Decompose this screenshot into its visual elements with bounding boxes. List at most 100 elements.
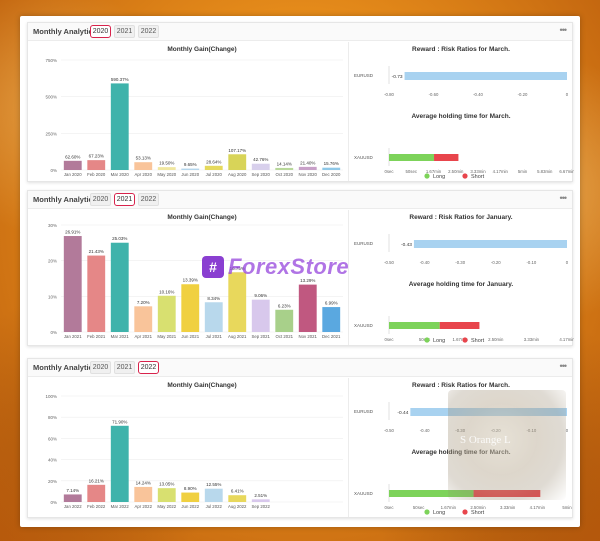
rr-value-label: -0.44 [397,410,408,416]
hold-tick-label: 5min [562,505,572,510]
tab-2020[interactable]: 2020 [90,25,111,38]
bar [275,309,294,332]
x-tick-label: Feb 2021 [87,334,106,339]
forexstore-watermark: # ForexStore [202,254,349,280]
bar [228,495,247,502]
tab-2020[interactable]: 2020 [90,361,111,374]
rr-title: Reward : Risk Ratios for January. [409,214,512,221]
tab-2022[interactable]: 2022 [138,25,159,38]
data-label: 14.24% [136,480,151,485]
orange-watermark: S Orange L [448,390,566,500]
monthly-analytics-panel-2021: Monthly Analytics 2020 2021 2022 ••• Mon… [27,190,574,346]
rr-bar [413,240,567,248]
tab-2021[interactable]: 2021 [114,193,135,206]
legend-long-label: Long [433,174,445,180]
panel-menu-icon[interactable]: ••• [559,361,568,371]
hold-tick-label: 4.17min [493,169,509,174]
bar [134,486,153,502]
bar [181,284,200,332]
data-label: 9.65% [184,162,197,167]
chart-title: Monthly Gain(Change) [167,214,236,221]
rr-tick-label: -0.60 [429,92,439,97]
data-label: 9.06% [254,293,267,298]
y-tick-label: 750% [45,58,57,63]
bar [134,162,153,170]
hold-tick-label: 3.33min [500,505,516,510]
bar [110,425,129,502]
bar [110,83,129,170]
data-label: 16.75% [230,266,245,271]
data-label: 28.64% [206,159,221,164]
panel-menu-icon[interactable]: ••• [559,193,568,203]
legend-short-label: Short [471,174,485,180]
bar [204,302,223,332]
y-tick-label: 20% [48,259,57,264]
rr-symbol-label: EURUSD [354,73,374,78]
x-tick-label: Jul 2022 [206,504,223,509]
tab-2022[interactable]: 2022 [138,193,159,206]
legend-long-label: Long [433,510,445,516]
hold-tick-label: 3.33min [524,337,540,342]
rr-value-label: -0.43 [401,242,412,248]
data-label: 10.16% [159,289,174,294]
rr-tick-label: -0.50 [384,260,394,265]
chart-title: Monthly Gain(Change) [167,382,236,389]
data-label: 21.40% [300,160,315,165]
data-label: 8.34% [207,296,220,301]
hold-tick-label: 3.33min [470,169,486,174]
year-tabs: 2020 2021 2022 [90,25,159,38]
rr-tick-label: -0.10 [527,260,537,265]
bar [63,494,82,502]
x-tick-label: Oct 2021 [276,334,294,339]
legend-short-marker [462,509,468,515]
panel-header: Monthly Analytics 2020 2021 2022 ••• [28,359,572,377]
bar [181,492,200,502]
data-label: 21.43% [89,249,104,254]
tab-2022[interactable]: 2022 [138,361,159,374]
rr-tick-label: -0.40 [420,428,430,433]
hold-short-bar [434,154,459,161]
data-label: 26.91% [65,230,80,235]
x-tick-label: May 2020 [157,172,176,177]
bar [63,236,82,332]
tab-2020[interactable]: 2020 [90,193,111,206]
tab-2021[interactable]: 2021 [114,25,135,38]
data-label: 12.55% [206,482,221,487]
x-tick-label: Mar 2021 [111,334,130,339]
bar [87,484,106,502]
data-label: 16.21% [89,478,104,483]
year-tabs: 2020 2021 2022 [90,193,159,206]
x-tick-label: Jul 2020 [206,172,223,177]
rr-tick-label: -0.30 [455,260,465,265]
tab-2021[interactable]: 2021 [114,361,135,374]
hold-tick-label: 50sec [413,505,425,510]
bar [181,168,200,170]
panel-menu-icon[interactable]: ••• [559,25,568,35]
chart-title: Monthly Gain(Change) [167,46,236,53]
bar [228,154,247,170]
panel-title: Monthly Analytics [33,363,97,372]
x-tick-label: Jun 2021 [181,334,199,339]
x-tick-label: May 2021 [157,334,176,339]
data-label: 13.05% [159,482,174,487]
x-tick-label: Apr 2022 [135,504,153,509]
bar [298,284,317,332]
y-tick-label: 60% [48,436,57,441]
x-tick-label: Jun 2020 [181,172,199,177]
hold-tick-label: 50sec [406,169,418,174]
panel-header: Monthly Analytics 2020 2021 2022 ••• [28,191,572,209]
x-tick-label: Sep 2022 [252,504,271,509]
rr-symbol-label: EURUSD [354,241,374,246]
legend-long-marker [424,509,430,515]
x-tick-label: Mar 2022 [111,504,130,509]
rr-tick-label: -0.50 [384,428,394,433]
ratio-and-holding-charts: Reward : Risk Ratios for January. EURUSD -… [354,214,574,344]
legend-short-label: Short [471,338,485,344]
hold-title: Average holding time for March. [411,113,510,120]
x-tick-label: Feb 2020 [87,172,106,177]
x-tick-label: Sep 2021 [252,334,271,339]
rr-symbol-label: EURUSD [354,409,374,414]
panel-divider [348,378,349,517]
hold-symbol-label: XAUUSD [354,155,374,160]
x-tick-label: Mar 2020 [111,172,130,177]
